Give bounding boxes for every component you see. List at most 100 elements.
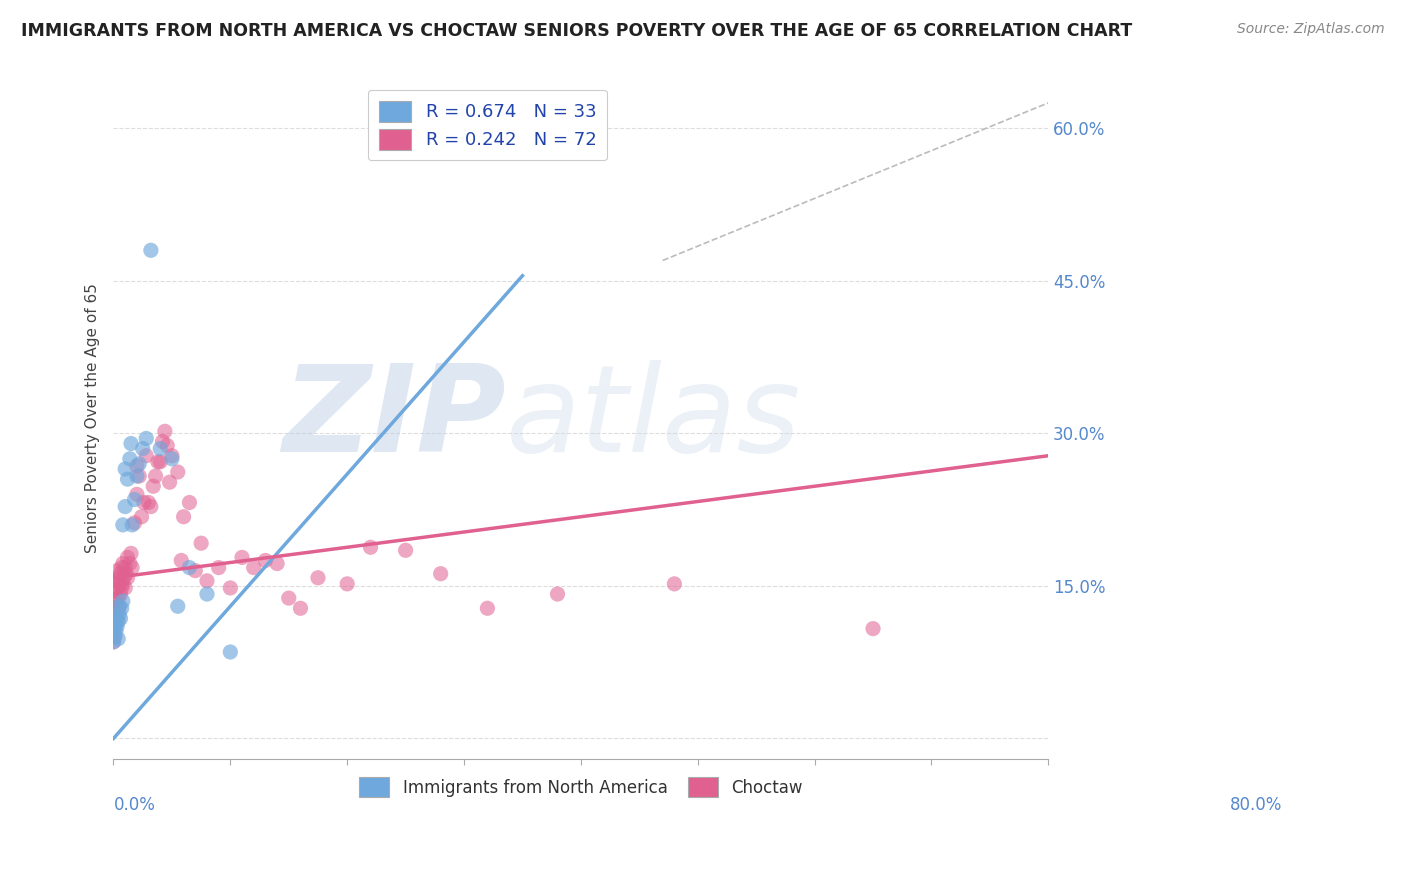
Point bbox=[107, 632, 129, 646]
Point bbox=[104, 624, 127, 639]
Point bbox=[153, 425, 176, 439]
Point bbox=[219, 581, 242, 595]
Point bbox=[117, 472, 139, 486]
Point bbox=[173, 509, 195, 524]
Point bbox=[266, 557, 288, 571]
Point bbox=[107, 571, 129, 585]
Point bbox=[166, 465, 188, 479]
Point bbox=[105, 601, 128, 615]
Point bbox=[145, 469, 167, 483]
Point bbox=[429, 566, 451, 581]
Point bbox=[104, 574, 127, 588]
Point bbox=[108, 599, 131, 614]
Point bbox=[104, 601, 127, 615]
Point bbox=[149, 455, 172, 469]
Point bbox=[125, 458, 148, 473]
Point bbox=[290, 601, 312, 615]
Point bbox=[108, 599, 131, 614]
Text: atlas: atlas bbox=[506, 359, 801, 476]
Point bbox=[110, 611, 132, 625]
Point bbox=[132, 495, 155, 509]
Point bbox=[121, 560, 143, 574]
Point bbox=[114, 462, 136, 476]
Point bbox=[104, 584, 127, 599]
Point bbox=[105, 564, 128, 578]
Point bbox=[111, 560, 134, 574]
Point bbox=[159, 475, 181, 490]
Point bbox=[149, 442, 172, 456]
Point bbox=[110, 566, 132, 581]
Point bbox=[195, 574, 218, 588]
Point bbox=[131, 442, 153, 456]
Point bbox=[146, 455, 169, 469]
Point bbox=[477, 601, 499, 615]
Point bbox=[336, 577, 359, 591]
Point bbox=[277, 591, 299, 606]
Point bbox=[128, 457, 150, 471]
Point bbox=[111, 557, 134, 571]
Point bbox=[111, 601, 134, 615]
Point bbox=[231, 550, 253, 565]
Text: IMMIGRANTS FROM NORTH AMERICA VS CHOCTAW SENIORS POVERTY OVER THE AGE OF 65 CORR: IMMIGRANTS FROM NORTH AMERICA VS CHOCTAW… bbox=[21, 22, 1132, 40]
Point bbox=[664, 577, 686, 591]
Text: Source: ZipAtlas.com: Source: ZipAtlas.com bbox=[1237, 22, 1385, 37]
Point bbox=[104, 617, 127, 632]
Point bbox=[117, 571, 139, 585]
Point bbox=[195, 587, 218, 601]
Point bbox=[166, 599, 188, 614]
Point bbox=[110, 587, 132, 601]
Point bbox=[360, 541, 382, 555]
Point bbox=[135, 449, 157, 463]
Point bbox=[107, 615, 129, 629]
Text: 0.0%: 0.0% bbox=[114, 797, 156, 814]
Point bbox=[128, 469, 150, 483]
Point bbox=[208, 560, 231, 574]
Point bbox=[160, 451, 183, 466]
Point bbox=[139, 244, 162, 258]
Point bbox=[108, 607, 131, 622]
Point bbox=[124, 516, 146, 530]
Point bbox=[118, 451, 141, 466]
Point bbox=[120, 546, 142, 560]
Point bbox=[242, 560, 264, 574]
Point bbox=[307, 571, 329, 585]
Point bbox=[547, 587, 569, 601]
Y-axis label: Seniors Poverty Over the Age of 65: Seniors Poverty Over the Age of 65 bbox=[86, 283, 100, 553]
Point bbox=[139, 500, 162, 514]
Point bbox=[112, 571, 135, 585]
Point bbox=[114, 500, 136, 514]
Point bbox=[862, 622, 884, 636]
Point bbox=[111, 517, 134, 532]
Point bbox=[111, 594, 134, 608]
Point bbox=[114, 560, 136, 574]
Point bbox=[104, 630, 127, 644]
Point bbox=[160, 449, 183, 463]
Point bbox=[117, 550, 139, 565]
Point bbox=[190, 536, 212, 550]
Point bbox=[152, 434, 174, 449]
Point bbox=[138, 495, 160, 509]
Legend: Immigrants from North America, Choctaw: Immigrants from North America, Choctaw bbox=[352, 769, 811, 805]
Point bbox=[254, 553, 277, 567]
Text: 80.0%: 80.0% bbox=[1230, 797, 1282, 814]
Point bbox=[104, 622, 127, 636]
Point bbox=[104, 611, 127, 625]
Point bbox=[142, 479, 165, 493]
Point bbox=[170, 553, 193, 567]
Point bbox=[111, 581, 134, 595]
Point bbox=[108, 577, 131, 591]
Point bbox=[111, 577, 134, 591]
Point bbox=[131, 509, 153, 524]
Point bbox=[105, 619, 128, 633]
Point bbox=[179, 495, 201, 509]
Point bbox=[103, 635, 125, 649]
Point bbox=[107, 591, 129, 606]
Point bbox=[104, 594, 127, 608]
Point bbox=[125, 487, 148, 501]
Point bbox=[179, 560, 201, 574]
Point bbox=[104, 630, 127, 644]
Point bbox=[184, 564, 207, 578]
Point bbox=[124, 492, 146, 507]
Point bbox=[105, 581, 128, 595]
Point bbox=[114, 581, 136, 595]
